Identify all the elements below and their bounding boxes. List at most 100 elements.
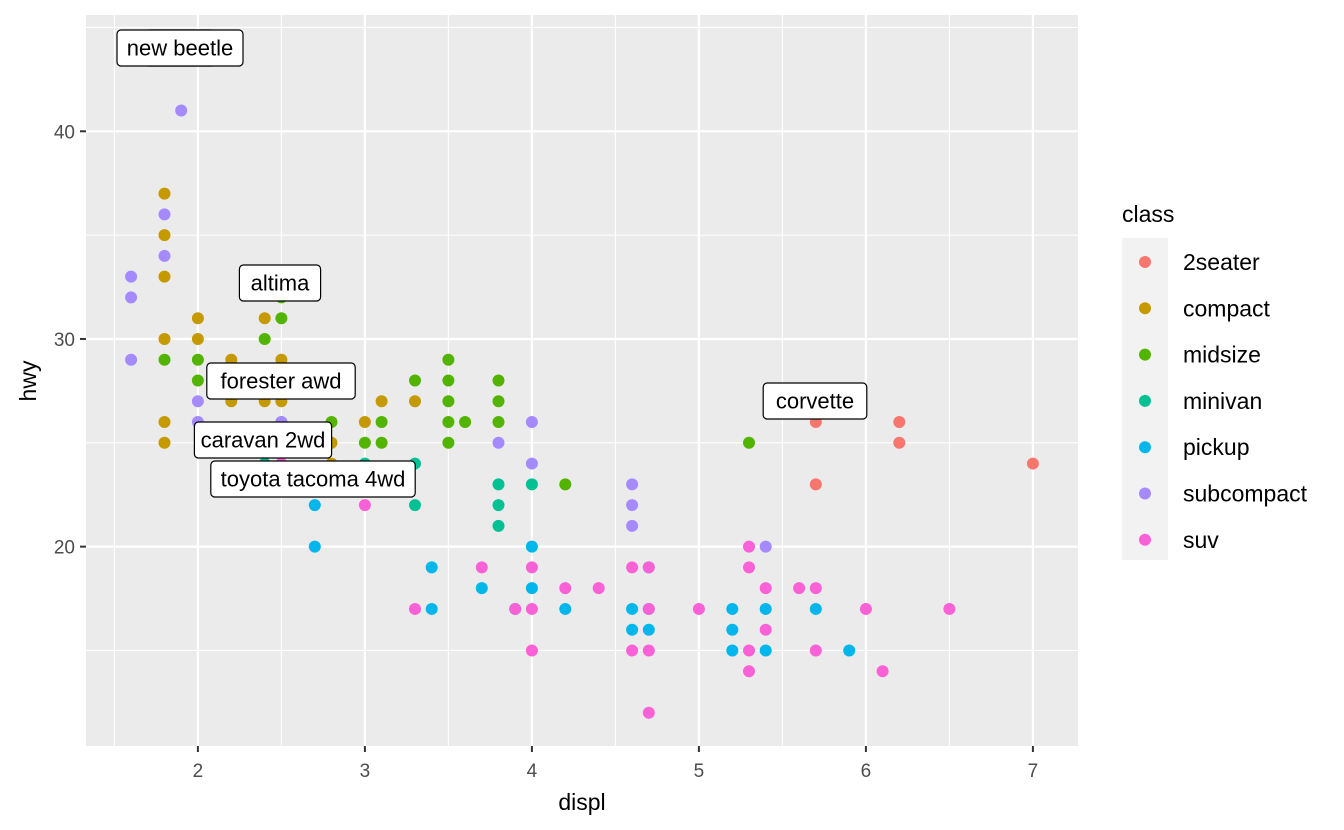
data-point-pickup [843, 644, 856, 657]
legend-key-compact [1139, 302, 1151, 315]
data-point-midsize [459, 416, 472, 429]
data-point-suv [592, 582, 605, 595]
data-point-compact [408, 395, 421, 408]
annotation-text: corvette [776, 389, 854, 414]
legend-key-subcompact [1139, 487, 1151, 500]
data-point-midsize [275, 312, 288, 325]
data-point-midsize [442, 395, 455, 408]
annotation-text: altima [251, 271, 310, 296]
data-point-midsize [442, 416, 455, 429]
data-point-midsize [743, 436, 756, 449]
annotation-box [116, 29, 244, 67]
data-point-midsize [442, 374, 455, 387]
data-point-subcompact [175, 104, 188, 117]
data-point-subcompact [125, 353, 138, 366]
annotation-label: new beetle [116, 29, 244, 67]
data-point-compact [158, 187, 171, 200]
data-point-suv [743, 540, 756, 553]
data-point-suv [408, 602, 421, 615]
data-point-pickup [475, 582, 488, 595]
annotation-label: caravan 2wd [193, 421, 333, 459]
legend-label: midsize [1183, 342, 1261, 368]
data-point-pickup [425, 561, 438, 574]
data-point-pickup [525, 582, 538, 595]
data-point-subcompact [125, 270, 138, 283]
data-point-subcompact [626, 499, 639, 512]
data-point-subcompact [492, 436, 505, 449]
legend-label: 2seater [1183, 249, 1260, 275]
data-point-suv [793, 582, 806, 595]
data-point-suv [525, 561, 538, 574]
data-point-pickup [425, 602, 438, 615]
data-point-pickup [626, 623, 639, 636]
data-point-subcompact [525, 416, 538, 429]
x-axis: 2 3 4 5 6 7 [193, 746, 1039, 782]
x-tick-label: 7 [1028, 761, 1039, 782]
x-tick-label: 5 [694, 761, 705, 782]
data-point-2seater [893, 416, 906, 429]
data-point-suv [743, 561, 756, 574]
data-point-suv [475, 561, 488, 574]
legend-key-minivan [1139, 394, 1151, 407]
legend-key-pickup [1139, 441, 1151, 454]
y-axis: 20 30 40 [54, 122, 86, 559]
x-tick-label: 2 [193, 761, 204, 782]
data-point-suv [626, 644, 639, 657]
data-point-midsize [375, 436, 388, 449]
y-tick-label: 20 [54, 538, 75, 559]
data-point-suv [859, 602, 872, 615]
data-point-compact [158, 436, 171, 449]
annotation-label: toyota tacoma 4wd [210, 460, 416, 498]
data-point-pickup [759, 602, 772, 615]
legend-label: minivan [1183, 388, 1262, 414]
data-point-midsize [191, 374, 204, 387]
data-point-compact [375, 395, 388, 408]
data-point-midsize [442, 353, 455, 366]
annotation-box [762, 382, 868, 420]
data-point-midsize [408, 374, 421, 387]
annotation-box [210, 460, 416, 498]
data-point-subcompact [125, 291, 138, 304]
data-point-minivan [492, 478, 505, 491]
annotation-label: forester awd [206, 362, 356, 400]
x-tick-label: 3 [360, 761, 371, 782]
data-point-compact [191, 332, 204, 345]
data-point-compact [358, 416, 371, 429]
legend-title: class [1122, 201, 1174, 227]
data-point-suv [743, 665, 756, 678]
data-point-suv [559, 582, 572, 595]
data-point-suv [525, 644, 538, 657]
data-point-pickup [308, 540, 321, 553]
data-point-pickup [308, 499, 321, 512]
legend-key-midsize [1139, 348, 1151, 361]
annotation-box [193, 421, 333, 459]
data-point-pickup [626, 602, 639, 615]
data-point-midsize [492, 395, 505, 408]
annotation-text: forester awd [220, 369, 341, 394]
legend-label: pickup [1183, 434, 1249, 460]
data-point-suv [759, 623, 772, 636]
annotation-text: new beetle [127, 36, 233, 61]
data-point-compact [158, 229, 171, 242]
data-point-midsize [191, 353, 204, 366]
annotation-text: caravan 2wd [201, 428, 326, 453]
data-point-suv [692, 602, 705, 615]
data-point-pickup [759, 644, 772, 657]
annotation-label: corvette [762, 382, 868, 420]
data-point-subcompact [191, 395, 204, 408]
data-point-pickup [809, 602, 822, 615]
legend: class 2seater compact midsize minivan pickup… [1122, 201, 1308, 560]
data-point-suv [642, 561, 655, 574]
data-point-pickup [726, 623, 739, 636]
data-point-midsize [442, 436, 455, 449]
data-point-subcompact [626, 478, 639, 491]
data-point-minivan [492, 519, 505, 532]
data-point-pickup [642, 623, 655, 636]
data-point-midsize [559, 478, 572, 491]
data-point-2seater [809, 478, 822, 491]
data-point-compact [158, 416, 171, 429]
data-point-suv [642, 602, 655, 615]
data-point-2seater [893, 436, 906, 449]
data-point-subcompact [759, 540, 772, 553]
